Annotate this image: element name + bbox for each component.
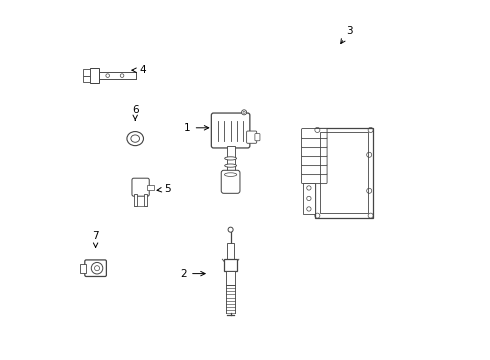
Ellipse shape [224,164,237,167]
Ellipse shape [224,157,237,160]
Bar [98,72,136,79]
Text: 3: 3 [341,26,353,44]
Text: 6: 6 [132,105,139,120]
Circle shape [242,110,246,115]
Circle shape [228,227,233,232]
FancyBboxPatch shape [301,138,327,148]
Bar [90,68,98,83]
Bar [315,128,373,218]
Bar [303,183,315,214]
FancyBboxPatch shape [85,260,106,276]
FancyBboxPatch shape [132,178,149,196]
Text: 5: 5 [157,184,171,194]
Text: 1: 1 [184,123,209,133]
Text: 7: 7 [92,231,99,247]
Text: 2: 2 [180,269,205,279]
Bar [147,185,154,190]
Bar [83,76,90,82]
Ellipse shape [127,131,144,146]
Bar [224,259,237,271]
FancyBboxPatch shape [301,129,327,139]
Circle shape [91,262,103,274]
FancyBboxPatch shape [255,134,260,141]
FancyBboxPatch shape [301,147,327,157]
FancyBboxPatch shape [301,156,327,166]
Ellipse shape [131,135,140,142]
Bar [134,194,137,206]
Bar [83,69,90,76]
Bar [319,132,368,213]
FancyBboxPatch shape [301,174,327,184]
Bar [226,271,235,285]
Bar [227,146,235,175]
Text: 4: 4 [132,65,146,75]
Bar [227,243,234,259]
FancyBboxPatch shape [211,113,250,148]
FancyBboxPatch shape [246,131,257,143]
FancyBboxPatch shape [301,165,327,175]
FancyBboxPatch shape [221,170,240,193]
Bar [144,194,147,206]
Bar [80,264,86,273]
